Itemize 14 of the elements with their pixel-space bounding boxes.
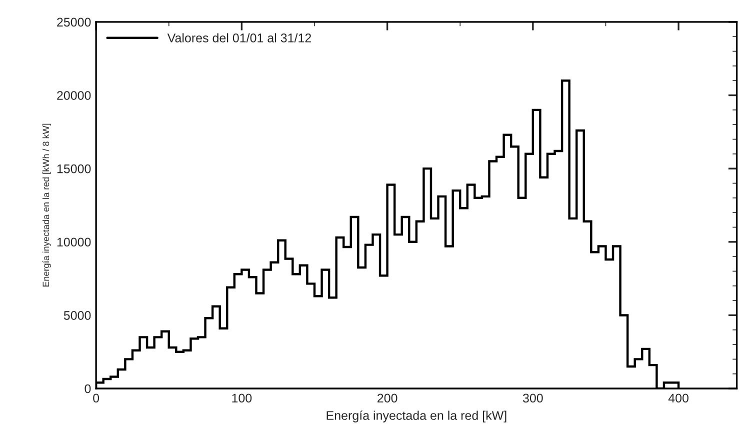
y-tick-label: 20000 <box>57 91 91 100</box>
y-tick-label: 15000 <box>57 164 91 174</box>
x-tick-label: 400 <box>668 394 688 403</box>
x-tick-label: 0 <box>93 394 100 403</box>
y-axis-title: Energía inyectada en la red [kWh / 8 kW] <box>42 124 51 287</box>
x-axis-title: Energía inyectada en la red [kW] <box>326 410 506 422</box>
y-tick-label: 5000 <box>64 311 91 320</box>
legend-label: Valores del 01/01 al 31/12 <box>167 33 312 42</box>
y-tick-label: 10000 <box>57 238 91 247</box>
x-tick-label: 200 <box>378 394 398 403</box>
y-tick-label: 0 <box>84 384 91 394</box>
y-tick-label: 25000 <box>57 18 91 27</box>
x-tick-label: 100 <box>232 394 252 403</box>
x-tick-label: 300 <box>522 394 543 403</box>
